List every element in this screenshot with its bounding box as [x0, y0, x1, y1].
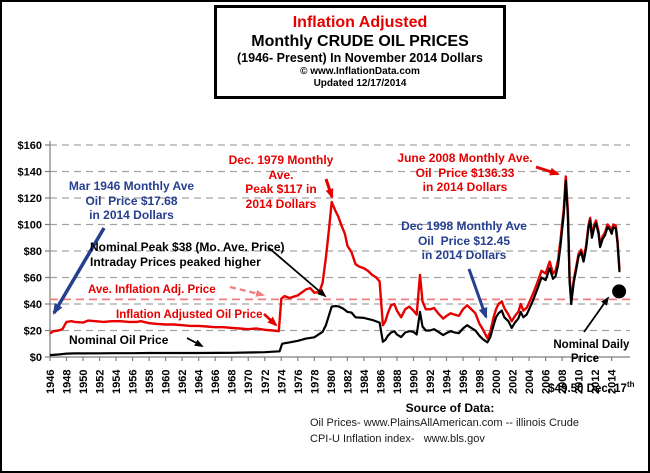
x-tick-label-2006: 2006 — [541, 370, 553, 394]
x-tick-label-1998: 1998 — [475, 370, 487, 394]
label-ave-inflation-adj-price: Ave. Inflation Adj. Price — [88, 284, 216, 296]
x-tick-label-1968: 1968 — [227, 370, 239, 394]
source-oil-prices: Oil Prices- www.PlainsAllAmerican.com --… — [310, 417, 579, 429]
x-tick-label-1966: 1966 — [210, 370, 222, 394]
title-line-inflation-adjusted: Inflation Adjusted — [292, 14, 428, 31]
x-tick-label-1954: 1954 — [111, 369, 123, 394]
series-nominal-oil-price — [49, 179, 621, 357]
x-tick-label-2010: 2010 — [574, 370, 586, 394]
y-tick-label-80: $80 — [24, 246, 42, 258]
dec-1979-arrow — [324, 178, 334, 199]
annotation-mar-1946: Mar 1946 Monthly Ave Oil Price $17.68 in… — [68, 179, 195, 223]
title-line-copyright: © www.InflationData.com — [300, 66, 420, 77]
gridlines — [50, 144, 630, 332]
x-tick-label-1982: 1982 — [342, 370, 354, 394]
x-tick-label-1946: 1946 — [45, 370, 57, 394]
y-tick-label-60: $60 — [24, 273, 42, 285]
x-tick-label-1948: 1948 — [62, 370, 74, 394]
y-tick-label-20: $20 — [24, 326, 42, 338]
nominal-oil-price-arrow — [186, 337, 204, 347]
title-box: Inflation Adjusted Monthly CRUDE OIL PRI… — [214, 5, 506, 99]
label-nominal-oil-price: Nominal Oil Price — [69, 333, 169, 347]
x-tick-label-2000: 2000 — [491, 370, 503, 394]
x-tick-label-1956: 1956 — [128, 370, 140, 394]
source-block: Source of Data: Oil Prices- www.PlainsAl… — [310, 401, 590, 447]
x-tick-label-1950: 1950 — [78, 370, 90, 394]
source-heading: Source of Data: — [405, 401, 495, 415]
y-axis-labels: $0 $20 $40 $60 $80 $100 $120 $140 $160 — [18, 140, 42, 364]
x-tick-label-2004: 2004 — [524, 369, 536, 394]
label-nominal-daily-price: Nominal Daily Price $49.50 Dec. 17th — [526, 324, 644, 410]
x-tick-label-1980: 1980 — [326, 370, 338, 394]
data-series — [49, 175, 630, 357]
y-tick-label-160: $160 — [18, 140, 42, 152]
annotation-nominal-peak: Nominal Peak $38 (Mo. Ave. Price) Intrad… — [90, 240, 285, 269]
x-tick-label-2012: 2012 — [590, 370, 602, 394]
y-tick-label-100: $100 — [18, 220, 42, 232]
title-line-subtitle: (1946- Present) In November 2014 Dollars — [237, 51, 483, 65]
x-tick-label-1990: 1990 — [408, 370, 420, 394]
x-tick-label-1978: 1978 — [309, 370, 321, 394]
june-2008-arrow — [535, 165, 560, 176]
label-inflation-adjusted-oil-price: Inflation Adjusted Oil Price — [116, 309, 263, 321]
x-tick-label-2014: 2014 — [607, 369, 619, 394]
y-tick-label-40: $40 — [24, 299, 42, 311]
x-tick-label-1958: 1958 — [144, 370, 156, 394]
y-tick-label-120: $120 — [18, 193, 42, 205]
x-tick-label-2008: 2008 — [557, 370, 569, 394]
nominal-daily-arrow — [583, 296, 610, 333]
nominal-daily-line1: Nominal Daily Price — [553, 339, 633, 366]
y-tick-label-0: $0 — [30, 352, 42, 364]
x-tick-label-1994: 1994 — [441, 369, 453, 394]
title-line-updated: Updated 12/17/2014 — [313, 78, 407, 89]
annotation-dec-1979: Dec. 1979 Monthly Ave. Peak $117 in 2014… — [228, 153, 334, 211]
ave-inflation-arrow — [229, 285, 265, 297]
source-cpi: CPI-U Inflation index- www.bls.gov — [310, 433, 485, 445]
nominal-daily-sup: th — [626, 380, 635, 390]
x-tick-label-1996: 1996 — [458, 370, 470, 394]
x-axis-labels: 1946 1948 1950 1952 1954 1956 1958 1960 1962 1964… — [45, 369, 619, 394]
x-tick-label-1952: 1952 — [95, 370, 107, 394]
y-tick-label-140: $140 — [18, 167, 42, 179]
x-tick-label-1984: 1984 — [359, 369, 371, 394]
mar-1946-arrow — [52, 227, 106, 315]
inflation-adjusted-arrow — [263, 313, 278, 327]
x-tick-label-1976: 1976 — [293, 370, 305, 394]
axes — [45, 141, 630, 361]
annotation-arrows — [52, 165, 610, 347]
annotation-june-2008: June 2008 Monthly Ave. Oil Price $136.33… — [397, 151, 533, 195]
title-line-main: Monthly CRUDE OIL PRICES — [251, 33, 469, 50]
x-tick-label-1988: 1988 — [392, 370, 404, 394]
x-tick-label-1960: 1960 — [161, 370, 173, 394]
x-tick-label-2002: 2002 — [508, 370, 520, 394]
x-tick-label-1970: 1970 — [243, 370, 255, 394]
x-tick-label-1964: 1964 — [194, 369, 206, 394]
annotation-dec-1998: Dec 1998 Monthly Ave Oil Price $12.45 in… — [401, 219, 527, 263]
dec-1998-arrow — [467, 268, 488, 319]
x-tick-label-1986: 1986 — [375, 370, 387, 394]
x-tick-label-1974: 1974 — [276, 369, 288, 394]
nominal-daily-price-dot — [612, 284, 627, 299]
x-tick-label-1962: 1962 — [177, 370, 189, 394]
x-tick-label-1972: 1972 — [260, 370, 272, 394]
nominal-peak-arrow — [268, 247, 327, 298]
nominal-daily-line2: $49.50 Dec. 17 — [548, 382, 627, 395]
x-tick-label-1992: 1992 — [425, 370, 437, 394]
